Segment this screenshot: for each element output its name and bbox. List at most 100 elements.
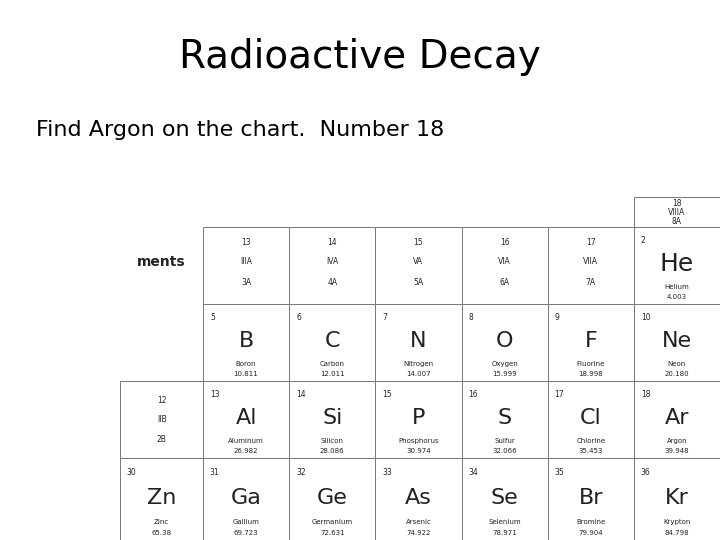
Text: 8A: 8A [672, 217, 682, 226]
Bar [548, 227, 634, 304]
Bar [634, 304, 720, 381]
Text: Silicon: Silicon [320, 438, 343, 444]
Text: 14: 14 [328, 238, 337, 247]
Text: 84.798: 84.798 [665, 530, 689, 536]
Text: 33: 33 [382, 468, 392, 477]
Text: 12: 12 [157, 396, 166, 405]
Text: 18: 18 [672, 199, 682, 208]
Text: Find Argon on the chart.  Number 18: Find Argon on the chart. Number 18 [36, 119, 444, 140]
Text: 8: 8 [469, 313, 473, 322]
Bar [203, 381, 289, 458]
Text: 4A: 4A [327, 278, 337, 287]
Text: 9: 9 [554, 313, 559, 322]
Text: 18: 18 [641, 390, 650, 400]
Bar [120, 381, 203, 458]
Text: Nitrogen: Nitrogen [403, 361, 433, 367]
Text: 30: 30 [127, 468, 137, 477]
Text: 5: 5 [210, 313, 215, 322]
Text: 15: 15 [413, 238, 423, 247]
Text: 74.922: 74.922 [406, 530, 431, 536]
Bar [203, 304, 289, 381]
Text: VA: VA [413, 257, 423, 266]
Bar [634, 381, 720, 458]
Text: Kr: Kr [665, 488, 689, 508]
Text: Zinc: Zinc [154, 519, 169, 525]
Bar [375, 381, 462, 458]
Text: 13: 13 [210, 390, 220, 400]
Text: 30.974: 30.974 [406, 448, 431, 455]
Text: 5A: 5A [413, 278, 423, 287]
Text: P: P [412, 408, 425, 428]
Text: 16: 16 [469, 390, 478, 400]
Text: 31: 31 [210, 468, 220, 477]
Text: Zn: Zn [147, 488, 176, 508]
Bar [548, 304, 634, 381]
Text: VIIIA: VIIIA [668, 208, 685, 217]
Text: Chlorine: Chlorine [576, 438, 606, 444]
Text: 35.453: 35.453 [579, 448, 603, 455]
Text: 18.998: 18.998 [578, 372, 603, 377]
Bar [375, 227, 462, 304]
Text: 13: 13 [241, 238, 251, 247]
Text: 65.38: 65.38 [152, 530, 171, 536]
Text: Br: Br [578, 488, 603, 508]
Text: Fluorine: Fluorine [577, 361, 605, 367]
Text: 2B: 2B [157, 435, 166, 443]
Text: Neon: Neon [667, 361, 686, 367]
Text: Carbon: Carbon [320, 361, 345, 367]
Bar [634, 458, 720, 540]
Text: Cl: Cl [580, 408, 602, 428]
Text: As: As [405, 488, 432, 508]
Text: Selenium: Selenium [488, 519, 521, 525]
Text: Gallium: Gallium [233, 519, 259, 525]
Text: Aluminum: Aluminum [228, 438, 264, 444]
Text: VIIA: VIIA [583, 257, 598, 266]
Text: B: B [238, 331, 253, 351]
Text: Al: Al [235, 408, 257, 428]
Text: 20.180: 20.180 [665, 372, 689, 377]
Text: 16: 16 [500, 238, 509, 247]
Text: 34: 34 [469, 468, 478, 477]
Text: IIIA: IIIA [240, 257, 252, 266]
Text: Ga: Ga [230, 488, 261, 508]
Text: 10.811: 10.811 [234, 372, 258, 377]
Bar [120, 458, 203, 540]
Text: Sulfur: Sulfur [494, 438, 515, 444]
Text: He: He [660, 252, 694, 276]
Text: 6A: 6A [500, 278, 510, 287]
Text: ments: ments [138, 255, 186, 269]
Text: 17: 17 [554, 390, 564, 400]
Text: 15.999: 15.999 [492, 372, 517, 377]
Bar [289, 227, 375, 304]
Text: Germanium: Germanium [312, 519, 353, 525]
Text: Argon: Argon [667, 438, 687, 444]
Text: N: N [410, 331, 427, 351]
Text: Si: Si [322, 408, 343, 428]
Text: Helium: Helium [665, 284, 689, 290]
Bar [289, 304, 375, 381]
Bar [203, 227, 289, 304]
Bar [634, 227, 720, 304]
Bar [462, 227, 548, 304]
Bar [462, 304, 548, 381]
Text: 14: 14 [296, 390, 306, 400]
Text: IIB: IIB [157, 415, 166, 424]
Text: 10: 10 [641, 313, 650, 322]
Text: Boron: Boron [236, 361, 256, 367]
Text: C: C [325, 331, 340, 351]
Text: 72.631: 72.631 [320, 530, 345, 536]
Text: 39.948: 39.948 [665, 448, 689, 455]
Text: 12.011: 12.011 [320, 372, 345, 377]
Text: IVA: IVA [326, 257, 338, 266]
Text: O: O [496, 331, 513, 351]
Text: VIA: VIA [498, 257, 511, 266]
Text: 14.007: 14.007 [406, 372, 431, 377]
Bar [203, 458, 289, 540]
Text: 3A: 3A [241, 278, 251, 287]
Text: 2: 2 [641, 236, 645, 245]
Text: 69.723: 69.723 [234, 530, 258, 536]
Bar [634, 197, 720, 227]
Text: Arsenic: Arsenic [405, 519, 431, 525]
Text: 26.982: 26.982 [234, 448, 258, 455]
Text: 36: 36 [641, 468, 650, 477]
